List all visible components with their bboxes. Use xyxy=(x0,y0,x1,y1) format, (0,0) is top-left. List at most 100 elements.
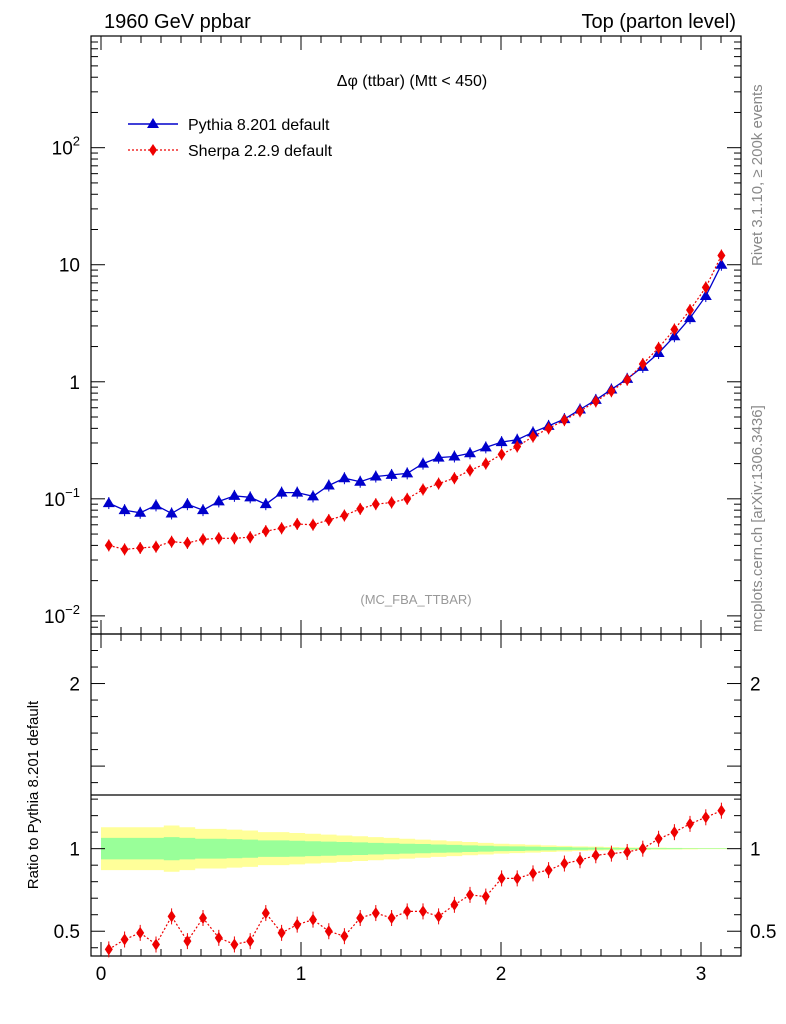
data-point-diamond xyxy=(513,440,522,453)
legend-entry-pythia: Pythia 8.201 default xyxy=(128,117,330,134)
data-point-diamond xyxy=(183,536,192,549)
data-point-diamond xyxy=(324,513,333,526)
legend-entry-sherpa: Sherpa 2.2.9 default xyxy=(128,143,333,160)
data-point-diamond xyxy=(591,395,600,408)
ratio-data-point xyxy=(623,845,632,858)
ratio-data-point xyxy=(340,930,349,943)
data-point-diamond xyxy=(686,304,694,317)
data-point-diamond xyxy=(544,422,553,435)
data-point-triangle xyxy=(244,491,257,502)
data-point-diamond xyxy=(136,542,145,555)
ratio-data-point xyxy=(403,905,412,918)
data-point-diamond xyxy=(199,533,207,546)
data-point-triangle xyxy=(197,504,209,515)
ratio-data-point xyxy=(686,817,694,830)
ratio-y-axis-label: Ratio to Pythia 8.201 default xyxy=(25,700,42,889)
y-tick-label: 102 xyxy=(52,134,80,160)
y-tick-label: 10−1 xyxy=(44,485,80,511)
ratio-data-point xyxy=(654,832,663,845)
ratio-data-point xyxy=(419,905,427,918)
data-point-triangle xyxy=(401,467,414,478)
ratio-data-point xyxy=(591,849,600,862)
legend-marker-pythia xyxy=(147,118,159,128)
data-point-diamond xyxy=(356,502,365,515)
data-point-diamond xyxy=(277,522,286,535)
data-point-triangle xyxy=(118,504,131,515)
ratio-data-point xyxy=(309,913,317,926)
ratio-data-point xyxy=(120,933,129,946)
ratio-y-tick-label-left: 1 xyxy=(69,840,80,861)
ratio-data-point xyxy=(638,842,647,855)
data-point-diamond xyxy=(654,341,663,354)
ratio-data-point xyxy=(261,907,270,920)
legend-label-pythia: Pythia 8.201 default xyxy=(188,117,330,134)
data-point-diamond xyxy=(261,525,270,538)
data-point-diamond xyxy=(434,477,443,490)
data-point-diamond xyxy=(403,492,412,505)
data-point-triangle xyxy=(432,451,445,462)
ratio-series-line-0 xyxy=(108,810,722,950)
data-point-triangle xyxy=(369,470,382,481)
main-plot-panel: 10−2 10−1 1 10 102 Δφ (ttbar) (Mtt < 450) (M… xyxy=(44,35,742,635)
x-tick-label: 2 xyxy=(496,964,507,985)
data-point-triangle xyxy=(715,258,728,269)
data-point-diamond xyxy=(497,448,506,461)
y-tick-label: 10−2 xyxy=(44,602,80,628)
data-point-diamond xyxy=(638,357,647,370)
data-point-diamond xyxy=(529,430,537,443)
data-point-triangle xyxy=(291,486,304,497)
ratio-data-point xyxy=(466,888,474,901)
mcplots-label: mcplots.cern.ch [arXiv:1306.3436] xyxy=(749,405,766,632)
data-point-triangle xyxy=(385,468,398,479)
data-point-triangle xyxy=(338,472,351,483)
data-point-diamond xyxy=(701,281,710,294)
legend: Pythia 8.201 default Sherpa 2.2.9 defaul… xyxy=(128,117,333,160)
ratio-data-point xyxy=(529,867,537,880)
data-point-diamond xyxy=(466,464,474,477)
series-line-0 xyxy=(108,264,722,515)
data-point-triangle xyxy=(354,475,367,486)
data-point-diamond xyxy=(104,539,113,552)
ratio-data-point xyxy=(293,918,302,931)
data-point-diamond xyxy=(309,518,317,531)
ratio-data-point xyxy=(497,872,506,885)
ratio-data-point xyxy=(481,890,490,903)
data-point-diamond xyxy=(623,373,632,386)
x-tick-label: 1 xyxy=(296,964,307,985)
header-right-label: Top (parton level) xyxy=(581,11,736,33)
data-point-triangle xyxy=(464,447,476,458)
ratio-y-tick-label-left: 0.5 xyxy=(54,922,80,943)
data-point-triangle xyxy=(228,489,241,500)
ratio-data-point xyxy=(277,926,286,939)
data-point-diamond xyxy=(450,472,459,485)
y-tick-label: 10 xyxy=(59,256,80,277)
data-point-diamond xyxy=(214,532,223,545)
data-point-triangle xyxy=(495,436,508,447)
ratio-data-point xyxy=(324,925,333,938)
data-point-triangle xyxy=(322,479,335,490)
ratio-y-tick-label-left: 2 xyxy=(69,675,80,696)
ratio-data-point xyxy=(670,826,679,839)
data-point-diamond xyxy=(120,543,129,556)
data-point-triangle xyxy=(275,486,288,497)
ratio-data-point xyxy=(450,898,459,911)
ratio-data-point xyxy=(183,935,192,948)
data-point-diamond xyxy=(607,385,616,398)
data-point-diamond xyxy=(670,323,679,336)
x-tick-label: 0 xyxy=(96,964,107,985)
data-point-triangle xyxy=(134,506,147,517)
data-point-diamond xyxy=(152,540,160,553)
data-point-diamond xyxy=(230,532,239,545)
legend-marker-sherpa xyxy=(149,144,157,156)
data-point-diamond xyxy=(481,457,490,470)
data-point-diamond xyxy=(246,531,255,544)
header-left-label: 1960 GeV ppbar xyxy=(104,11,251,33)
data-point-diamond xyxy=(167,535,176,548)
data-point-triangle xyxy=(479,441,492,452)
data-point-triangle xyxy=(307,490,319,501)
ratio-data-point xyxy=(607,847,616,860)
data-point-triangle xyxy=(259,498,272,509)
data-point-triangle xyxy=(448,450,461,461)
ratio-data-point xyxy=(230,938,239,951)
